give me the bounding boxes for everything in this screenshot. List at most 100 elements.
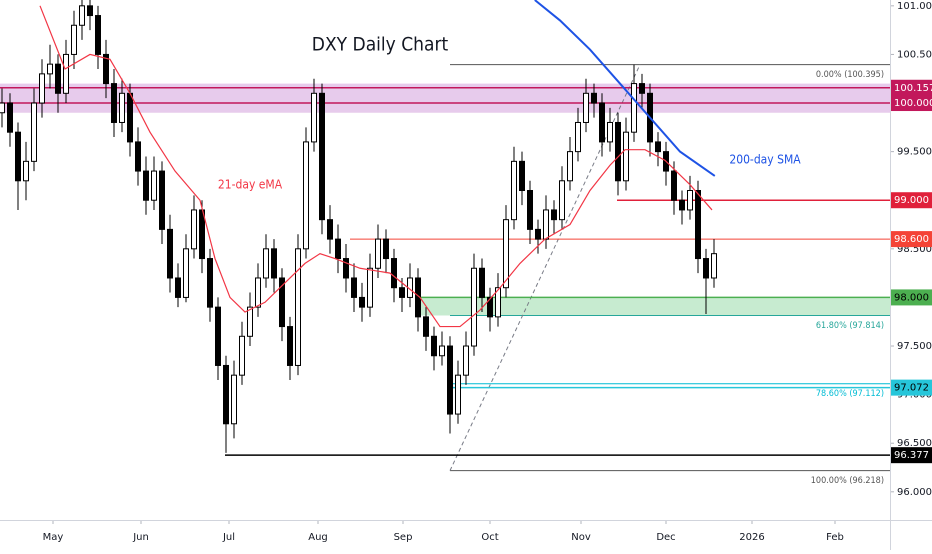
candle-body <box>487 296 493 318</box>
candle-body <box>143 170 149 201</box>
candle-body <box>207 258 213 308</box>
candle-body <box>327 219 333 240</box>
candle-body <box>447 345 453 415</box>
candle-body <box>127 92 133 143</box>
level-label: 100.157 <box>894 83 932 94</box>
candle-body <box>223 364 229 425</box>
candle-body <box>503 219 509 289</box>
candle-body <box>335 238 341 260</box>
level-label-box <box>891 79 932 96</box>
candle-body <box>559 180 565 221</box>
x-tick-label: Jun <box>132 532 149 543</box>
y-tick-label: 96.500 <box>897 438 932 449</box>
candle-body <box>519 160 525 192</box>
candle-body <box>231 374 237 425</box>
y-tick-label: 97.500 <box>897 341 932 352</box>
candle-body <box>423 316 429 337</box>
candle-body <box>623 131 629 182</box>
y-tick-label: 100.500 <box>897 49 932 60</box>
candle-body <box>263 248 269 279</box>
candle-body <box>47 63 53 75</box>
candle-body <box>439 345 445 357</box>
candle-body <box>375 238 381 269</box>
x-tick-label: Jul <box>222 532 235 543</box>
candle-body <box>527 190 533 230</box>
candle-body <box>151 170 157 201</box>
chart-title: DXY Daily Chart <box>312 34 449 56</box>
candle-body <box>119 92 125 123</box>
candle-body <box>383 238 389 260</box>
x-tick-label: 2026 <box>739 532 764 543</box>
level-label: 100.000 <box>894 98 932 109</box>
candle-body <box>199 209 205 260</box>
fib-label: 100.00% (96.218) <box>811 476 884 486</box>
candle-body <box>551 209 557 221</box>
candle-body <box>191 209 197 250</box>
annotation: 200-day SMA <box>729 153 801 167</box>
level-label-box <box>891 447 932 464</box>
x-tick-label: Oct <box>481 532 498 543</box>
plot-layer <box>0 0 890 456</box>
candle-body <box>103 53 109 85</box>
level-label: 98.000 <box>894 292 929 303</box>
candle-body <box>247 306 253 337</box>
candle-body <box>167 228 173 279</box>
candle-body <box>567 151 573 182</box>
candle-body <box>575 121 581 153</box>
candle-body <box>55 63 61 94</box>
candle-body <box>239 335 245 376</box>
candle-body <box>95 15 101 55</box>
candle-body <box>319 92 325 221</box>
candle-body <box>39 73 45 104</box>
level-label-box <box>891 289 932 306</box>
candle-body <box>455 374 461 415</box>
candle-body <box>63 53 69 94</box>
candle-body <box>543 209 549 240</box>
x-tick-label: Dec <box>656 532 675 543</box>
candle-body <box>655 141 661 153</box>
candle-body <box>15 131 21 182</box>
fib-label: 61.80% (97.814) <box>816 321 884 331</box>
y-tick-label: 96.000 <box>897 487 932 498</box>
candle-body <box>679 199 685 211</box>
candle-body <box>159 170 165 230</box>
annotation: 21-day eMA <box>218 178 283 192</box>
candle-body <box>607 121 613 143</box>
candle-body <box>391 258 397 289</box>
candle-body <box>399 287 405 298</box>
candle-body <box>463 345 469 376</box>
x-tick-label: Feb <box>826 532 844 543</box>
candle-body <box>295 248 301 366</box>
level-label: 98.600 <box>894 234 929 245</box>
candle-body <box>343 258 349 279</box>
x-tick-label: Nov <box>571 532 591 543</box>
candle-body <box>687 190 693 211</box>
fib-label: 78.60% (97.112) <box>816 389 884 399</box>
candle-body <box>135 141 141 172</box>
indicator-line <box>39 5 713 328</box>
y-tick-label: 99.500 <box>897 147 932 158</box>
candle-body <box>671 170 677 201</box>
candle-body <box>311 92 317 143</box>
candle-body <box>599 102 605 143</box>
x-tick-label: Aug <box>308 532 328 543</box>
candle-body <box>111 83 117 123</box>
candle-body <box>351 277 357 298</box>
candle-body <box>71 24 77 55</box>
x-tick-label: Sep <box>394 532 413 543</box>
candle-body <box>287 326 293 366</box>
candle-body <box>431 335 437 357</box>
zone <box>420 297 890 316</box>
candle-body <box>615 121 621 182</box>
candle-body <box>175 277 181 298</box>
candle-body <box>367 267 373 308</box>
candle-body <box>511 160 517 221</box>
candle-body <box>183 248 189 298</box>
y-tick-label: 101.000 <box>897 1 932 12</box>
y-tick-label: 98.500 <box>897 244 932 255</box>
candle-body <box>703 258 709 279</box>
candle-body <box>255 277 261 308</box>
